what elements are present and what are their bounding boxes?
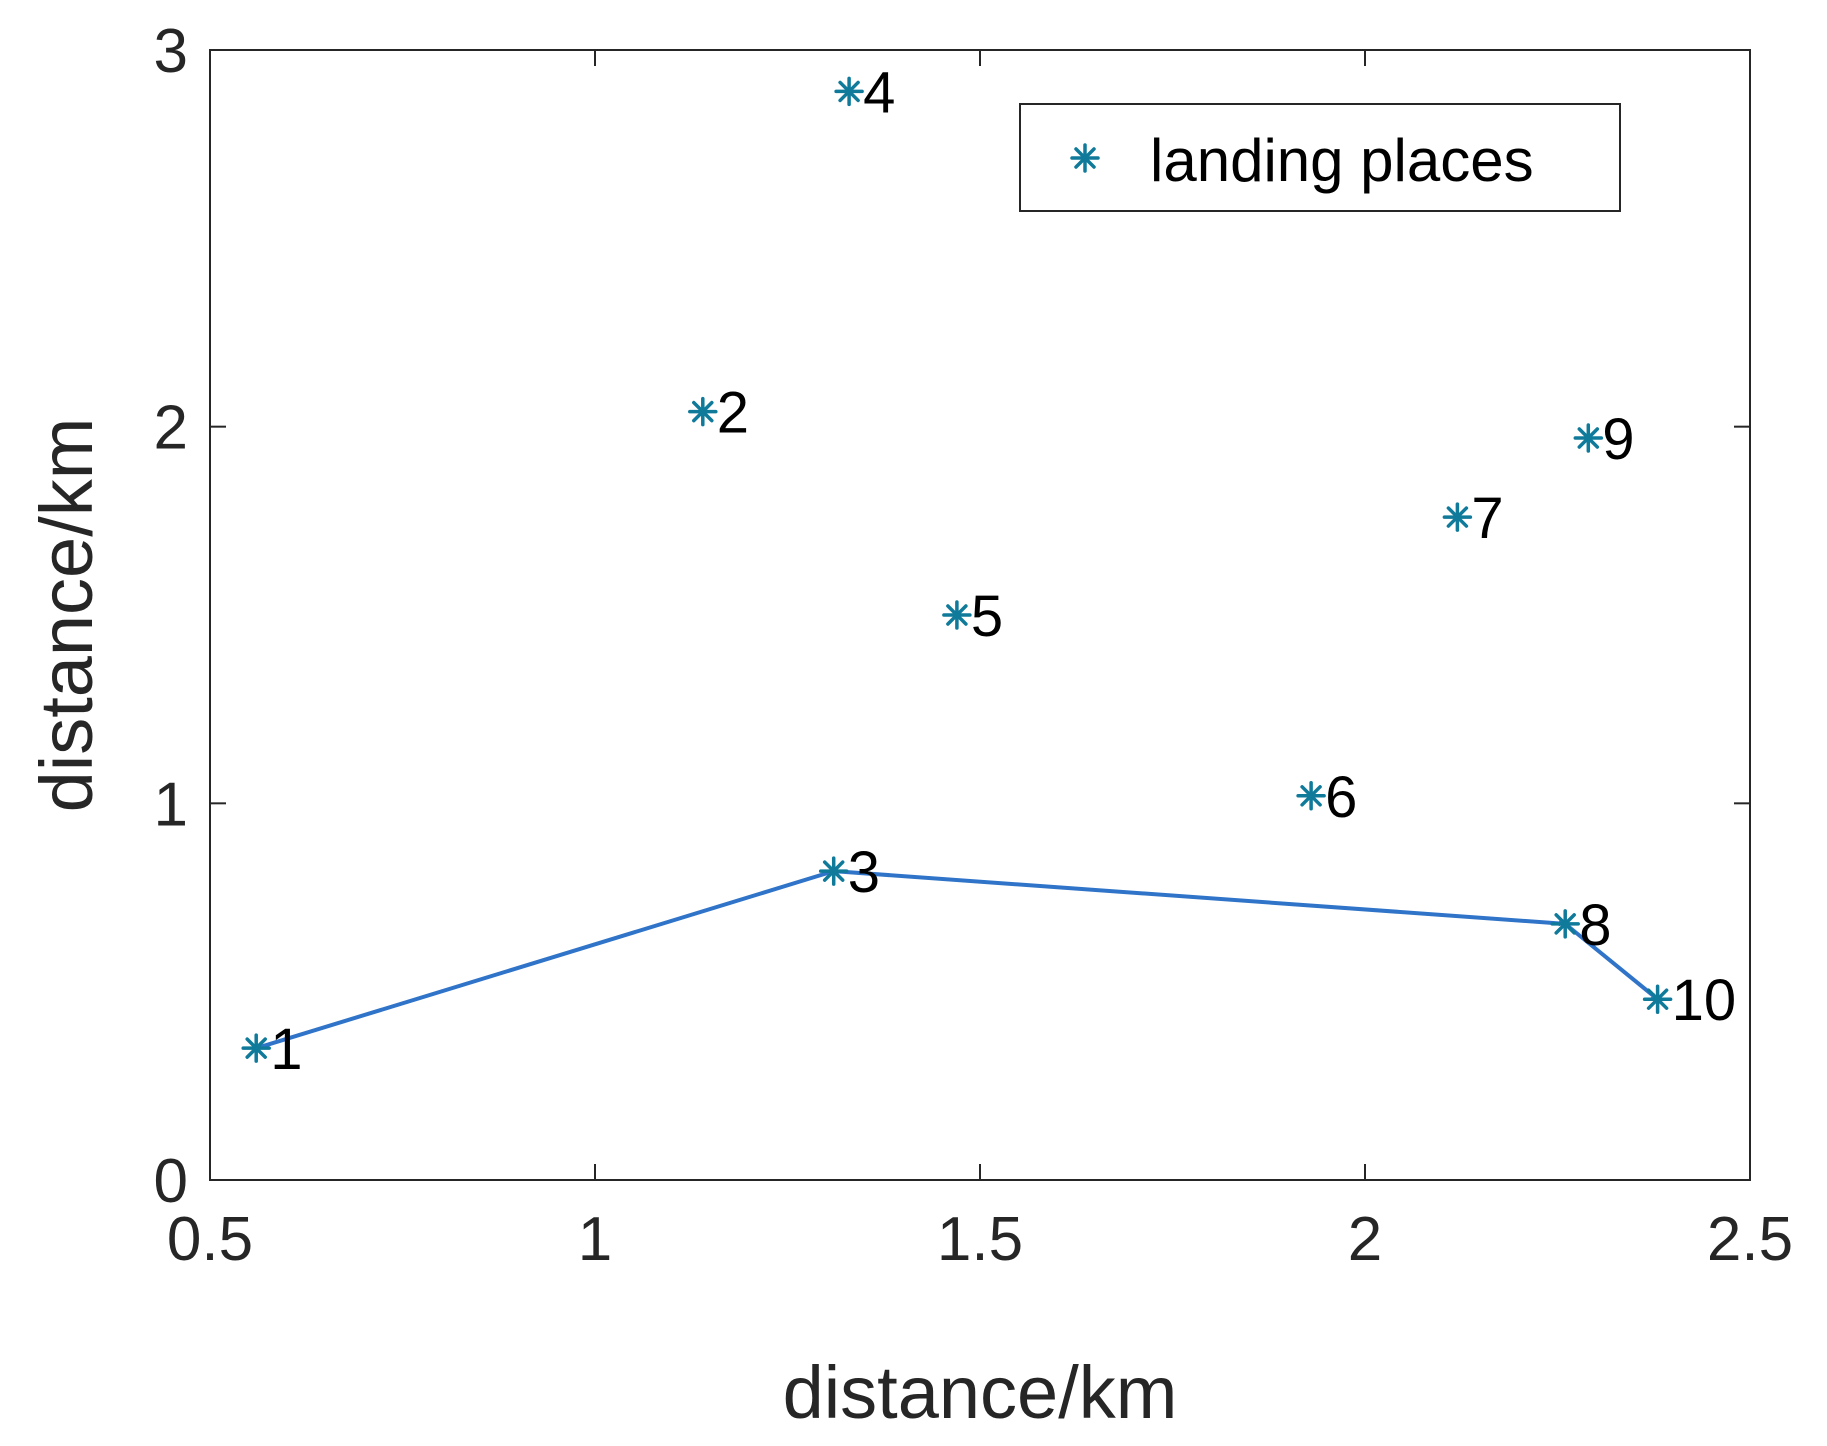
ticks-layer: 0.5 1 1.5 2 2.5 0 1 2 3: [154, 17, 1794, 1274]
landing-place-label: 1: [270, 1017, 302, 1082]
x-tick-label: 1: [578, 1205, 612, 1274]
landing-place-marker: [834, 76, 864, 107]
x-tick-label: 2.5: [1707, 1205, 1793, 1274]
x-axis-title: distance/km: [783, 1351, 1178, 1434]
x-tick-label: 0.5: [167, 1205, 253, 1274]
landing-place-marker: [818, 856, 849, 886]
landing-place-label: 6: [1325, 765, 1357, 830]
landing-place-label: 10: [1672, 968, 1737, 1033]
landing-place-label: 8: [1579, 893, 1611, 958]
y-tick-label: 3: [154, 17, 188, 86]
y-tick-label: 0: [154, 1147, 188, 1216]
x-tick-label: 1.5: [937, 1205, 1023, 1274]
route-segment: [833, 869, 1566, 927]
landing-place-marker: [1442, 502, 1473, 532]
route-segment: [1563, 922, 1659, 1001]
plot-frame: [209, 49, 1751, 1181]
legend-marker-asterisk: [1070, 143, 1100, 173]
legend-box: [1019, 103, 1621, 212]
plot-area: [210, 50, 1750, 1180]
landing-place-marker: [1642, 984, 1673, 1014]
landing-place-label: 9: [1602, 407, 1634, 472]
landing-place-label: 7: [1471, 486, 1503, 551]
y-axis-title: distance/km: [25, 418, 108, 813]
y-tick-label: 2: [154, 394, 188, 463]
y-tick-label: 1: [154, 770, 188, 839]
landing-place-marker: [241, 1033, 271, 1063]
landing-place-marker: [1550, 909, 1580, 939]
points-layer: 1 2 3 4 5 6 7 8 9 10: [241, 60, 1737, 1082]
landing-place-marker: [1296, 781, 1326, 811]
landing-place-label: 2: [717, 381, 749, 446]
landing-place-marker: [1573, 423, 1604, 453]
route-layer: [255, 869, 1659, 1051]
landing-place-marker: [688, 396, 718, 427]
landing-place-label: 4: [863, 60, 895, 125]
landing-place-label: 5: [971, 584, 1003, 649]
landing-place-label: 3: [848, 840, 880, 905]
legend-label: landing places: [1150, 127, 1534, 194]
route-segment: [255, 869, 835, 1051]
x-tick-label: 2: [1348, 1205, 1382, 1274]
landing-place-marker: [942, 600, 972, 630]
legend: landing places: [1019, 103, 1621, 212]
